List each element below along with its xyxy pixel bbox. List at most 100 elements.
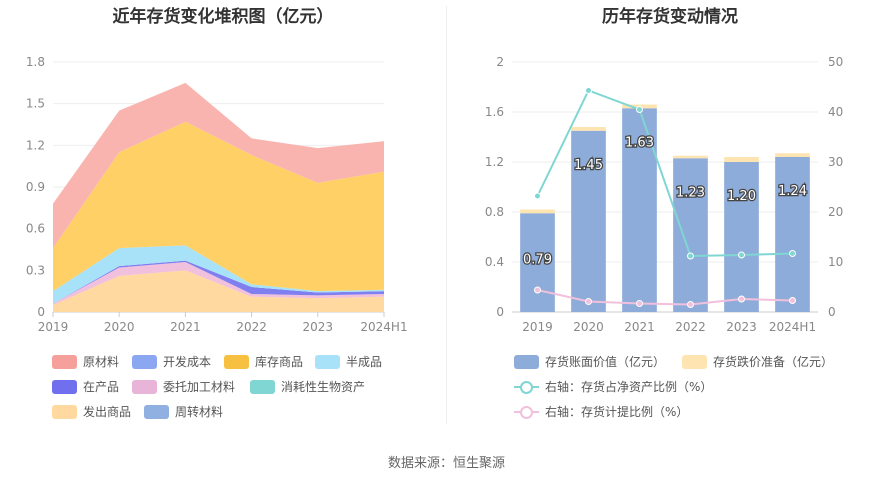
area-series — [53, 270, 384, 312]
legend-swatch — [514, 354, 539, 369]
legend-label: 库存商品 — [255, 355, 304, 369]
x-tick-label: 2022 — [236, 320, 267, 334]
legend-label: 右轴：存货计提比例（%） — [545, 405, 689, 419]
legend-item-work-in-progress[interactable]: 在产品 — [52, 378, 119, 395]
bar-impairment-provision — [724, 157, 759, 162]
line-point — [789, 250, 796, 257]
bar-book-value — [520, 213, 555, 312]
y-tick-label: 0.9 — [26, 180, 45, 194]
y-tick-label: 2 — [496, 55, 504, 69]
y-tick-label: 1.6 — [485, 105, 504, 119]
area-series — [53, 260, 384, 304]
legend-item-biological-assets[interactable]: 消耗性生物资产 — [250, 378, 365, 395]
bar-book-value — [571, 130, 606, 312]
legend-swatch — [682, 354, 707, 369]
legend-item-raw-materials[interactable]: 原材料 — [52, 353, 119, 370]
legend-swatch — [52, 354, 77, 369]
legend-item-turnover-materials[interactable]: 周转材料 — [144, 403, 223, 420]
y2-tick-label: 20 — [828, 205, 843, 219]
y-tick-label: 1.8 — [26, 55, 45, 69]
y-tick-label: 0.8 — [485, 205, 504, 219]
legend-label: 存货账面价值（亿元） — [545, 355, 666, 369]
chart-divider — [446, 6, 447, 424]
bar-data-label: 1.20 — [727, 189, 756, 204]
line-point — [687, 301, 694, 308]
y2-tick-label: 30 — [828, 155, 843, 169]
line-point — [636, 106, 643, 113]
legend-label: 周转材料 — [175, 405, 224, 419]
legend-item-book-value[interactable]: 存货账面价值（亿元） — [514, 353, 665, 370]
bar-impairment-provision — [775, 153, 810, 157]
x-tick-label: 2020 — [104, 320, 135, 334]
y-tick-label: 0 — [496, 305, 504, 319]
x-tick-label: 2024H1 — [360, 320, 407, 334]
area-series — [53, 245, 384, 304]
legend-label: 委托加工材料 — [163, 380, 236, 394]
bar-data-label: 1.63 — [625, 135, 654, 150]
line-point — [534, 192, 541, 200]
legend-swatch — [144, 404, 169, 419]
legend-item-impairment-provision[interactable]: 存货跌价准备（亿元） — [682, 353, 833, 370]
y-tick-label: 1.2 — [485, 155, 504, 169]
bar-book-value — [775, 157, 810, 312]
y2-tick-label: 10 — [828, 255, 843, 269]
bar-impairment-provision — [571, 127, 606, 131]
legend-item-development-cost[interactable]: 开发成本 — [132, 353, 211, 370]
line-point — [738, 251, 745, 259]
legend-swatch — [52, 379, 77, 394]
x-tick-label: 2021 — [170, 320, 201, 334]
bar-data-label: 0.79 — [523, 252, 552, 267]
legend-label: 原材料 — [83, 355, 120, 369]
y2-tick-label: 0 — [828, 305, 836, 319]
legend-swatch — [224, 354, 249, 369]
bar-impairment-provision — [673, 155, 708, 159]
x-tick-label: 2021 — [624, 320, 655, 334]
y-tick-label: 0.6 — [26, 222, 45, 236]
bar-book-value — [673, 158, 708, 312]
data-source: 数据来源：恒生聚源 — [387, 456, 505, 471]
y-tick-label: 0.4 — [485, 255, 504, 269]
line-provision-ratio — [537, 289, 793, 306]
y-tick-label: 1.5 — [26, 97, 45, 111]
legend-label: 开发成本 — [163, 355, 212, 369]
line-point — [789, 297, 796, 304]
stacked-area-chart: 0 0.3 0.6 0.9 1.2 1.5 1.8 2019 2020 2021 2022 2023 2… — [26, 55, 408, 334]
legend-label: 右轴：存货占净资产比例（%） — [545, 380, 713, 394]
x-tick-label: 2020 — [573, 320, 604, 334]
line-net-asset-ratio — [536, 89, 793, 258]
legend-label: 消耗性生物资产 — [281, 380, 366, 394]
line-point — [636, 300, 643, 307]
legend-label: 半成品 — [346, 355, 383, 369]
legend-line-swatch — [514, 380, 539, 394]
legend-line-swatch — [514, 405, 539, 419]
right-chart-title: 历年存货变动情况 — [602, 7, 738, 27]
legend-item-provision-ratio[interactable]: 右轴：存货计提比例（%） — [514, 403, 688, 420]
legend-swatch — [52, 404, 77, 419]
area-series — [53, 262, 384, 306]
x-tick-label: 2024H1 — [769, 320, 816, 334]
legend-item-inventory-goods[interactable]: 库存商品 — [224, 353, 303, 370]
y2-tick-label: 40 — [828, 105, 843, 119]
legend-label: 发出商品 — [83, 405, 132, 419]
legend-item-consigned-materials[interactable]: 委托加工材料 — [132, 378, 235, 395]
legend-swatch — [132, 379, 157, 394]
legend-item-goods-shipped[interactable]: 发出商品 — [52, 403, 131, 420]
legend-swatch — [250, 379, 275, 394]
line-point — [738, 295, 745, 303]
legend-item-net-asset-ratio[interactable]: 右轴：存货占净资产比例（%） — [514, 378, 712, 395]
legend-label: 在产品 — [83, 380, 120, 394]
x-tick-label: 2023 — [303, 320, 334, 334]
legend-swatch — [315, 354, 340, 369]
x-tick-label: 2022 — [675, 320, 706, 334]
line-point — [534, 286, 541, 294]
x-tick-label: 2019 — [38, 320, 69, 334]
y-tick-label: 0.3 — [26, 263, 45, 277]
bar-data-label: 1.24 — [778, 184, 807, 199]
line-point — [687, 252, 694, 260]
legend-item-semi-finished[interactable]: 半成品 — [315, 353, 382, 370]
x-tick-label: 2019 — [522, 320, 553, 334]
left-chart-title: 近年存货变化堆积图（亿元） — [112, 7, 334, 27]
line-point — [585, 87, 592, 94]
area-series — [53, 82, 384, 249]
